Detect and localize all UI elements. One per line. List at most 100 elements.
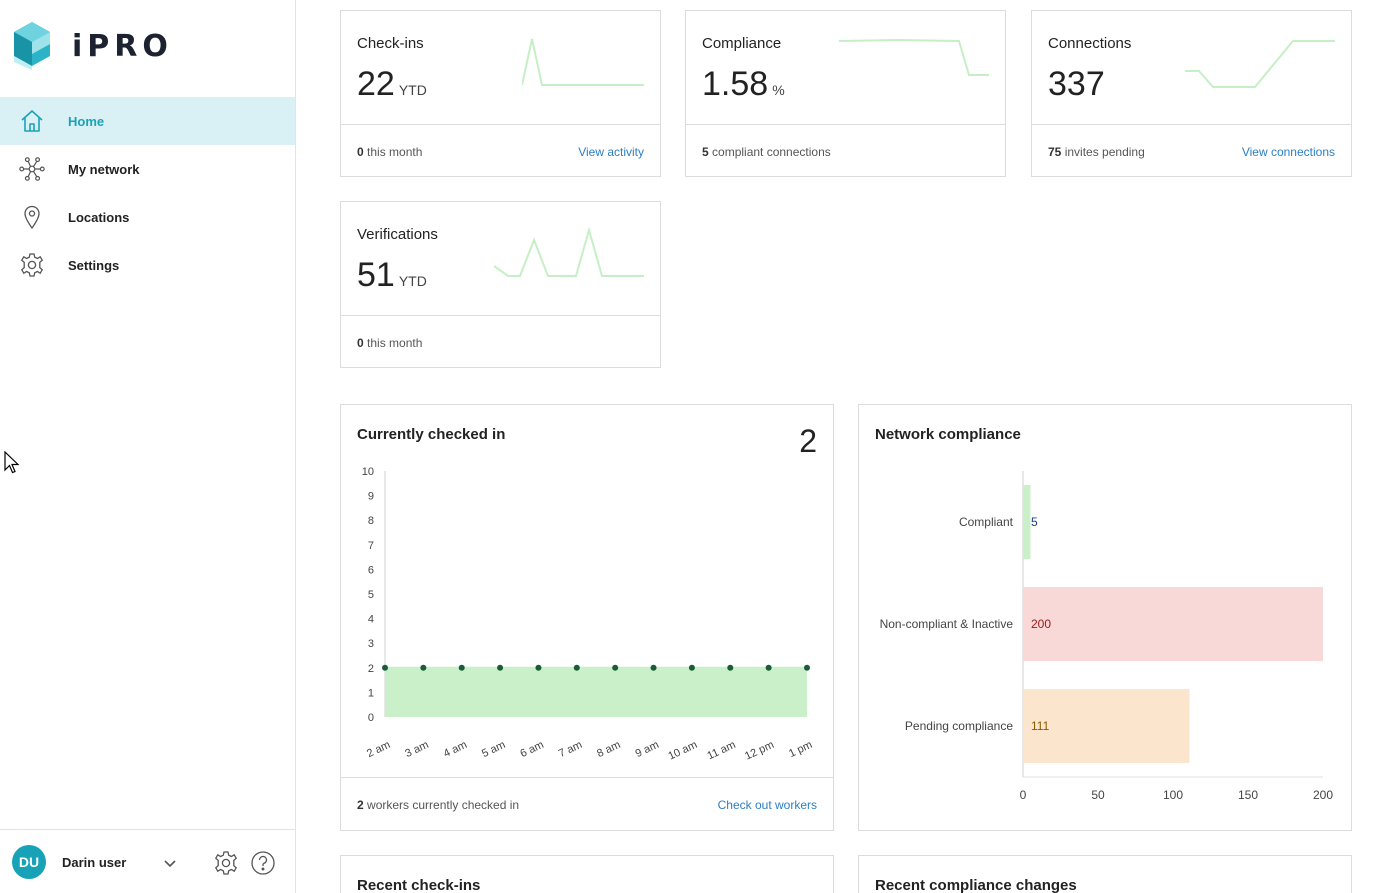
connections-value: 337 [1048, 65, 1105, 103]
verifications-footer: 0 this month [341, 315, 660, 368]
data-point [727, 664, 734, 671]
checkins-title: Check-ins [357, 35, 424, 52]
mouse-cursor-icon [4, 451, 20, 474]
user-name[interactable]: Darin user [62, 855, 127, 870]
y-tick-label: 7 [368, 540, 374, 552]
logo[interactable]: iPRO [14, 22, 173, 70]
gear-icon [18, 251, 46, 279]
sidebar-item-locations[interactable]: Locations [0, 193, 295, 241]
y-tick-label: 6 [368, 564, 374, 576]
sidebar-item-my-network[interactable]: My network [0, 145, 295, 193]
connections-sparkline [1185, 40, 1335, 88]
category-label: Compliant [959, 515, 1014, 529]
check-out-workers-link[interactable]: Check out workers [717, 798, 817, 812]
verifications-unit: YTD [398, 273, 427, 289]
brand-name: iPRO [72, 28, 173, 64]
compliance-card: Compliance 1.58% 5 compliant connections [685, 10, 1006, 177]
verifications-value: 51 [357, 256, 395, 294]
checked-in-card: Currently checked in 2 0 1 2 3 4 5 6 7 8 9 10 2 am 3… [340, 404, 834, 831]
checkins-value-row: 22 YTD [357, 65, 427, 104]
x-tick-label: 150 [1238, 788, 1258, 802]
data-point [804, 664, 810, 671]
x-tick-label: 100 [1163, 788, 1183, 802]
chevron-down-icon[interactable] [162, 855, 178, 876]
data-point [765, 664, 772, 671]
verifications-month-text: this month [363, 336, 423, 350]
compliance-title: Compliance [702, 35, 782, 52]
recent-compliance-title: Recent compliance changes [875, 877, 1077, 893]
recent-checkins-title: Recent check-ins [357, 877, 481, 893]
data-point [688, 664, 695, 671]
y-tick-label: 1 [368, 687, 374, 699]
recent-compliance-card: Recent compliance changes [858, 855, 1352, 893]
verifications-card: Verifications 51 YTD 0 this month [340, 201, 661, 368]
connections-invites-count: 75 [1048, 145, 1062, 159]
sidebar-item-label: Home [68, 113, 105, 129]
data-point [612, 664, 619, 671]
checked-in-workers: 2 workers currently checked in [357, 798, 519, 812]
data-point [497, 664, 504, 671]
data-point [573, 664, 580, 671]
compliance-connections-text: compliant connections [708, 145, 831, 159]
connections-value-row: 337 [1048, 65, 1105, 104]
x-tick-label: 50 [1091, 788, 1105, 802]
data-point [382, 664, 388, 671]
category-label: Non-compliant & Inactive [880, 617, 1014, 631]
avatar[interactable]: DU [12, 845, 46, 879]
checked-in-workers-text: workers currently checked in [363, 798, 520, 812]
y-tick-label: 4 [368, 614, 374, 626]
bar [1023, 587, 1323, 661]
connections-invites-text: invites pending [1061, 145, 1145, 159]
connections-invites: 75 invites pending [1048, 145, 1145, 159]
network-compliance-chart: Compliant 5 Non-compliant & Inactive 200 Pen… [880, 471, 1333, 802]
checkins-month-count: 0 [357, 145, 364, 159]
bar [1023, 485, 1031, 559]
data-label: 5 [1031, 515, 1038, 529]
sidebar-item-home[interactable]: Home [0, 97, 295, 145]
verifications-sparkline [494, 226, 644, 277]
data-point [458, 664, 465, 671]
sidebar-item-label: My network [68, 161, 140, 177]
sidebar-item-settings[interactable]: Settings [0, 241, 295, 289]
sidebar-nav: Home My network [0, 97, 295, 289]
y-tick-label: 3 [368, 638, 374, 650]
connections-title: Connections [1048, 35, 1132, 52]
ipro-logo-icon [14, 22, 50, 70]
x-tick-label: 4 am [442, 739, 469, 760]
x-tick-label: 10 am [666, 739, 699, 763]
compliance-connections: 5 compliant connections [702, 145, 831, 159]
x-tick-label: 200 [1313, 788, 1333, 802]
connections-footer: 75 invites pending View connections [1032, 124, 1351, 177]
x-tick-label: 7 am [557, 739, 584, 760]
compliance-unit: % [772, 82, 785, 98]
settings-gear-icon[interactable] [213, 850, 239, 881]
checkins-month-text: this month [363, 145, 423, 159]
view-connections-link[interactable]: View connections [1241, 145, 1335, 159]
network-compliance-title: Network compliance [875, 426, 1021, 443]
bar [1023, 689, 1190, 763]
area-fill [385, 667, 807, 717]
help-icon[interactable] [250, 850, 276, 881]
view-activity-link[interactable]: View activity [578, 145, 644, 159]
y-tick-label: 8 [368, 515, 374, 527]
x-tick-label: 6 am [518, 739, 545, 760]
y-tick-label: 5 [368, 589, 374, 601]
x-tick-label: 8 am [595, 739, 622, 760]
x-tick-label: 11 am [705, 739, 737, 762]
network-icon [18, 155, 46, 183]
sidebar: iPRO Home [0, 0, 296, 893]
sidebar-item-label: Locations [68, 209, 130, 225]
compliance-sparkline [839, 38, 989, 76]
checked-in-title: Currently checked in [357, 426, 506, 443]
checkins-card: Check-ins 22 YTD 0 this month View activi… [340, 10, 661, 177]
home-icon [18, 107, 46, 135]
checked-in-footer: 2 workers currently checked in Check out… [341, 777, 833, 831]
data-point [420, 664, 427, 671]
y-tick-label: 2 [368, 663, 374, 675]
checked-in-chart: 0 1 2 3 4 5 6 7 8 9 10 2 am 3 am 4 am 5 am 6 am 7 am 8 am… [362, 466, 815, 763]
compliance-footer: 5 compliant connections [686, 124, 1005, 177]
sidebar-item-label: Settings [68, 257, 120, 273]
checkins-month: 0 this month [357, 145, 422, 159]
connections-card: Connections 337 75 invites pending View … [1031, 10, 1352, 177]
